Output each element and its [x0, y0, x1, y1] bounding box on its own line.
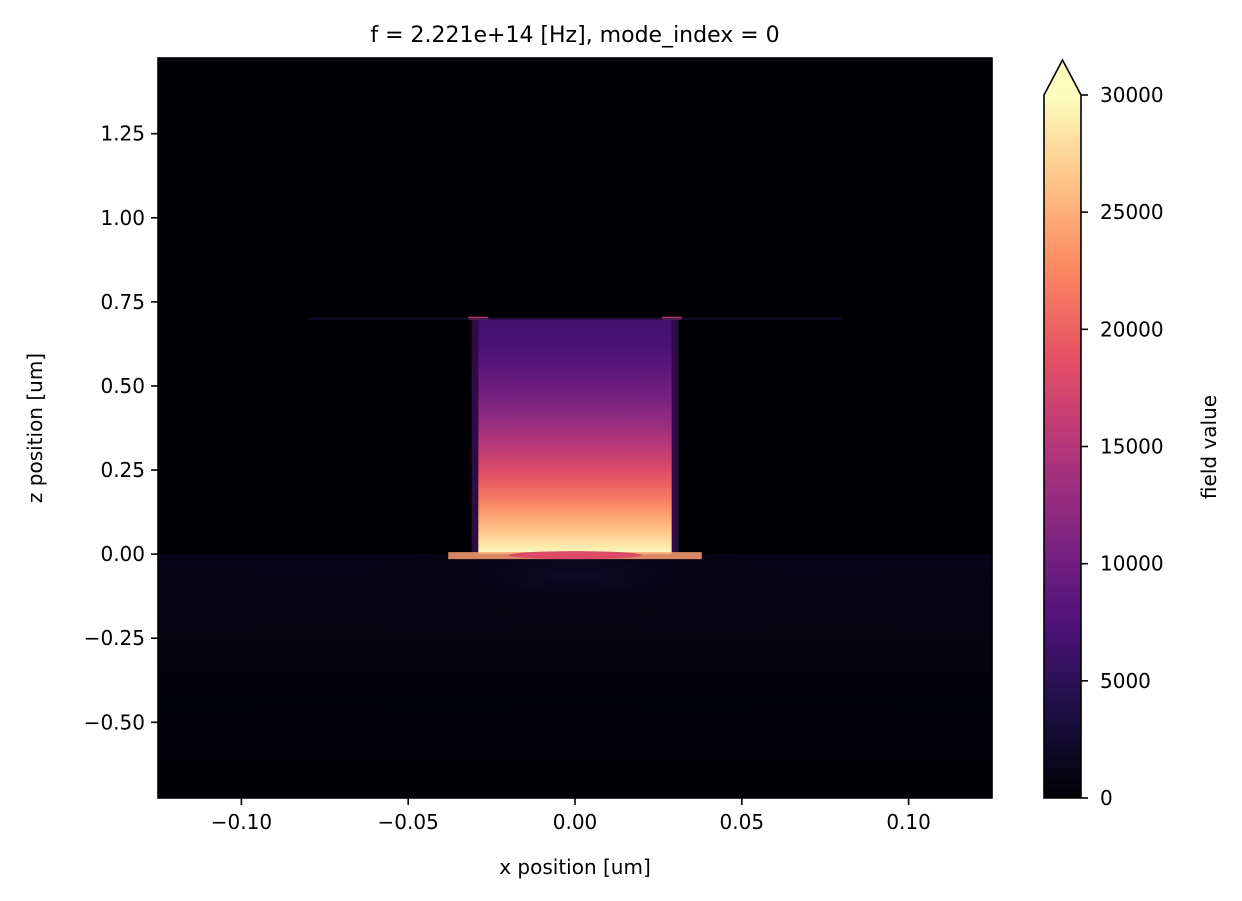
colorbar-tick-label: 20000 [1100, 317, 1164, 341]
y-tick-label: −0.50 [84, 710, 145, 734]
x-tick-label: 0.10 [886, 810, 931, 834]
y-axis-label: z position [um] [23, 353, 47, 503]
colorbar: 0 5000 10000 15000 20000 25000 30000 [1043, 58, 1164, 810]
x-axis-label: x position [um] [499, 855, 651, 879]
y-tick-label: 1.00 [100, 206, 145, 230]
y-tick-label: 0.75 [100, 290, 145, 314]
y-tick-label: 1.25 [100, 122, 145, 146]
colorbar-outline [1043, 58, 1082, 799]
colorbar-label: field value [1197, 395, 1221, 499]
core-edge-right [671, 318, 679, 555]
x-tick-label: −0.10 [211, 810, 272, 834]
x-tick-label: 0.05 [720, 810, 765, 834]
core-edge-left [471, 318, 479, 555]
x-tick-label: 0.00 [553, 810, 598, 834]
colorbar-tick-label: 10000 [1100, 552, 1164, 576]
y-tick-label: 0.00 [100, 542, 145, 566]
x-axis: −0.10 −0.05 0.00 0.05 0.10 [211, 798, 931, 834]
heatmap-plot-area [157, 57, 993, 799]
colorbar-extend-arrow [1044, 60, 1081, 95]
core-bottom-bump [508, 551, 642, 560]
colorbar-tick-label: 30000 [1100, 83, 1164, 107]
colorbar-gradient [1044, 95, 1081, 798]
y-axis: −0.50 −0.25 0.00 0.25 0.50 0.75 1.00 1.25 [84, 122, 158, 734]
y-tick-label: −0.25 [84, 626, 145, 650]
colorbar-tick-label: 0 [1100, 786, 1113, 810]
colorbar-tick-label: 5000 [1100, 669, 1151, 693]
colorbar-tick-label: 25000 [1100, 200, 1164, 224]
y-tick-label: 0.50 [100, 374, 145, 398]
core-field [478, 318, 672, 555]
x-tick-label: −0.05 [378, 810, 439, 834]
chart-title: f = 2.221e+14 [Hz], mode_index = 0 [370, 23, 779, 48]
colorbar-tick-label: 15000 [1100, 435, 1164, 459]
top-surface-line [308, 317, 842, 320]
y-tick-label: 0.25 [100, 458, 145, 482]
